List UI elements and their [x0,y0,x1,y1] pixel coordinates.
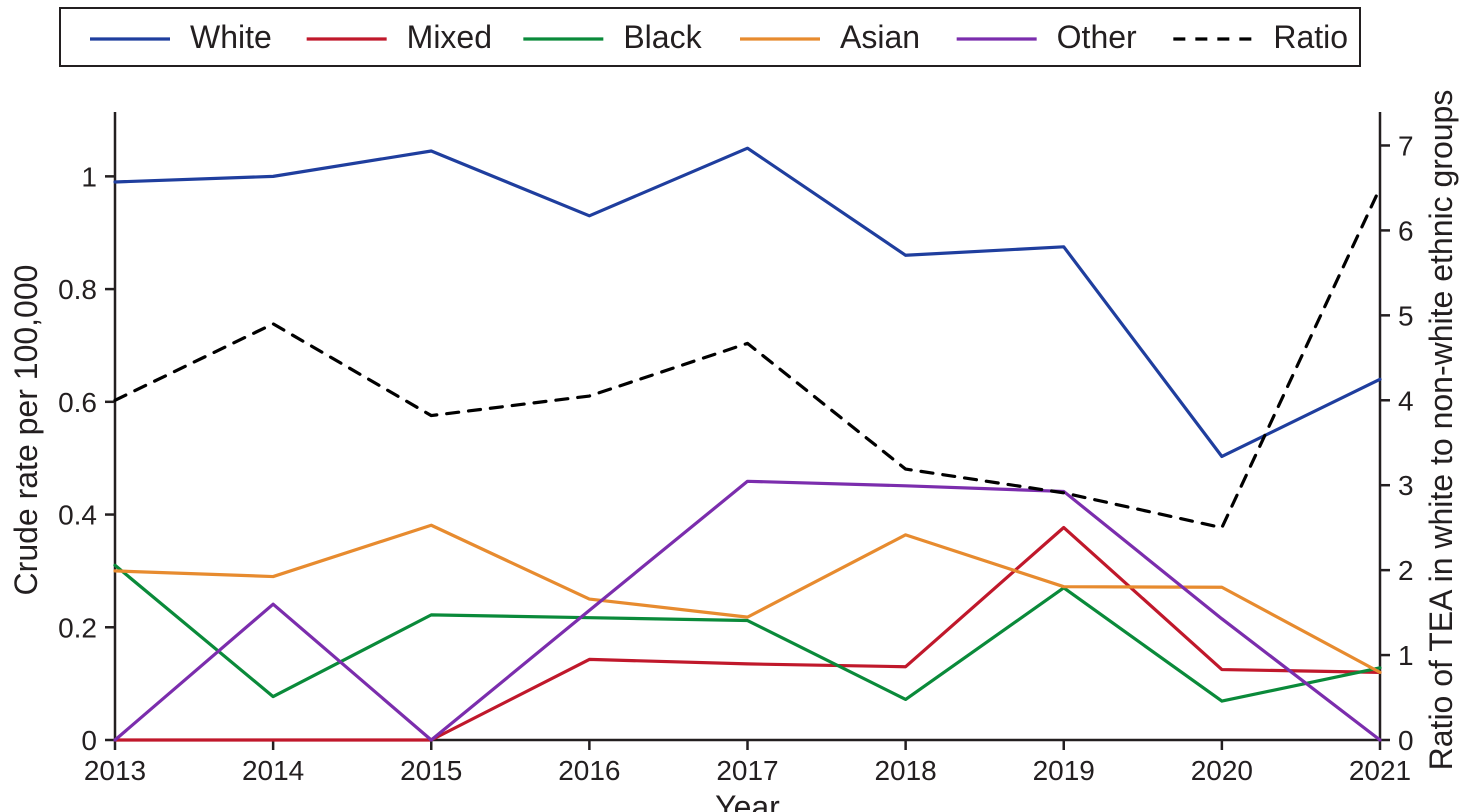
line-chart: WhiteMixedBlackAsianOtherRatio2013201420… [0,0,1480,812]
legend-label-white: White [190,19,272,55]
x-tick-label: 2014 [242,755,304,786]
legend-label-black: Black [623,19,702,55]
x-tick-label: 2020 [1191,755,1253,786]
x-tick-label: 2016 [558,755,620,786]
y-left-tick-label: 0 [81,725,97,756]
y-right-tick-label: 1 [1398,640,1414,671]
y-right-axis-label: Ratio of TEA in white to non-white ethni… [1423,90,1459,771]
y-right-tick-label: 7 [1398,130,1414,161]
y-right-tick-label: 5 [1398,300,1414,331]
x-tick-label: 2017 [716,755,778,786]
legend-label-other: Other [1057,19,1137,55]
y-left-tick-label: 0.2 [58,612,97,643]
y-left-tick-label: 0.8 [58,274,97,305]
y-right-tick-label: 0 [1398,725,1414,756]
x-tick-label: 2015 [400,755,462,786]
chart-container: WhiteMixedBlackAsianOtherRatio2013201420… [0,0,1480,812]
x-axis-label: Year [715,789,780,812]
x-tick-label: 2018 [874,755,936,786]
y-right-tick-label: 2 [1398,555,1414,586]
legend-label-mixed: Mixed [407,19,492,55]
y-right-tick-label: 6 [1398,215,1414,246]
y-left-axis-label: Crude rate per 100,000 [8,265,44,596]
x-tick-label: 2019 [1033,755,1095,786]
y-right-tick-label: 4 [1398,385,1414,416]
y-right-tick-label: 3 [1398,470,1414,501]
y-left-tick-label: 1 [81,161,97,192]
y-left-tick-label: 0.6 [58,387,97,418]
y-left-tick-label: 0.4 [58,500,97,531]
legend-label-ratio: Ratio [1273,19,1348,55]
legend-label-asian: Asian [840,19,920,55]
x-tick-label: 2021 [1349,755,1411,786]
x-tick-label: 2013 [84,755,146,786]
